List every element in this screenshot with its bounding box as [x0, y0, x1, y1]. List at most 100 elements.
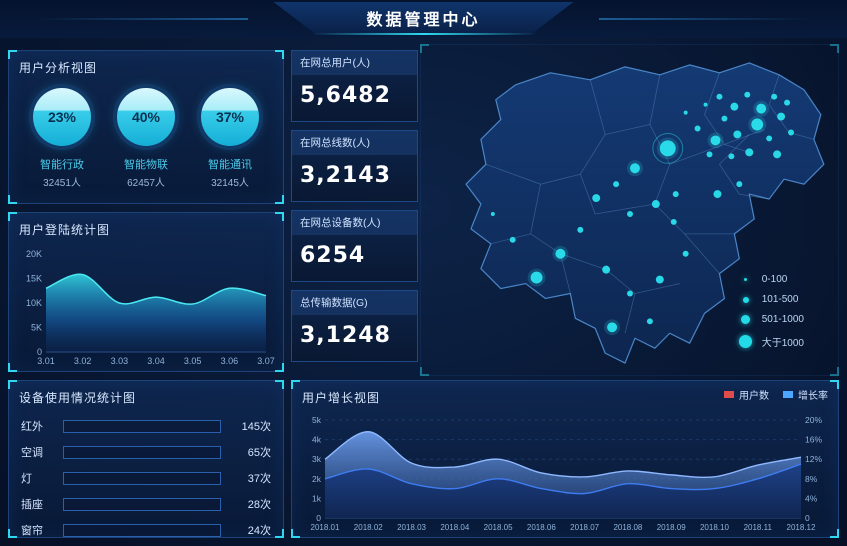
panel-device-usage: 设备使用情况统计图 红外 145次 空调 65次 灯 37次 插座 28次	[8, 380, 284, 538]
header-underline	[310, 33, 537, 35]
map-legend-item: 0-100	[739, 274, 804, 285]
panel-title-login-stats: 用户登陆统计图	[19, 223, 111, 237]
legend-label: 增长率	[798, 391, 828, 402]
corner-accent	[275, 195, 284, 204]
panel-user-growth: 用户增长视图 用户数 增长率	[291, 380, 839, 538]
stat-card-total-devices: 在网总设备数(人) 6254	[291, 210, 418, 282]
legend-dot-box	[739, 335, 753, 348]
bubble-size-icon	[741, 315, 751, 324]
gauge-percent: 37%	[215, 109, 245, 125]
map-scatter-points	[490, 91, 795, 336]
svg-text:2018.04: 2018.04	[440, 523, 469, 532]
header-banner: 数据管理中心	[273, 2, 574, 34]
svg-text:2018.05: 2018.05	[484, 523, 513, 532]
gauge-percent: 40%	[131, 109, 161, 125]
stat-value: 6254	[300, 243, 366, 268]
svg-text:3.06: 3.06	[221, 356, 239, 366]
svg-text:15K: 15K	[26, 274, 42, 284]
panel-login-stats: 用户登陆统计图 0 5K 10K 15K 20K 3.01 3.02 3.03 3.04 3.05…	[8, 212, 284, 372]
svg-text:3.02: 3.02	[74, 356, 92, 366]
header-accent-line-left	[38, 18, 248, 20]
bar-label: 插座	[21, 499, 43, 511]
bubble-size-icon	[742, 296, 749, 303]
map-legend-item: 大于1000	[739, 334, 804, 349]
legend-item-users[interactable]: 用户数	[724, 387, 769, 402]
header: 数据管理中心	[0, 0, 847, 38]
map-outline	[465, 62, 825, 364]
legend-dot-box	[739, 315, 753, 324]
growth-area-chart: 0 1k 2k 3k 4k 5k 0 4% 8% 12% 16% 20% 2018.01 2018.02 2…	[311, 415, 823, 532]
bar-value: 145次	[241, 421, 271, 433]
panel-title-user-analysis: 用户分析视图	[19, 61, 98, 75]
legend-dot-box	[739, 296, 753, 303]
stat-label: 在网总用户(人)	[292, 51, 417, 75]
legend-dot-box	[739, 278, 753, 281]
gauge-smart-comm: 37% 智能通讯 32145人	[193, 88, 267, 189]
panel-title-user-growth: 用户增长视图	[302, 391, 381, 405]
bar-row-aircon: 空调 65次	[21, 444, 271, 460]
svg-text:16%: 16%	[805, 435, 822, 445]
legend-label: 101-500	[761, 294, 799, 305]
bar-track	[63, 497, 221, 511]
bar-track	[63, 471, 221, 485]
legend-label: 大于1000	[761, 338, 804, 349]
svg-text:4%: 4%	[805, 493, 818, 503]
corner-accent	[8, 195, 17, 204]
gauge-smart-admin: 23% 智能行政 32451人	[25, 88, 99, 189]
svg-text:2018.08: 2018.08	[613, 523, 642, 532]
map-legend: 0-100 101-500 501-1000 大于1000	[739, 274, 804, 349]
svg-text:1k: 1k	[312, 493, 322, 503]
gauge-label: 智能物联	[124, 159, 168, 171]
bar-label: 空调	[21, 447, 43, 459]
svg-text:20%: 20%	[805, 415, 822, 425]
map-svg	[465, 62, 825, 364]
bar-label: 窗帘	[21, 525, 43, 537]
svg-text:3.07: 3.07	[257, 356, 275, 366]
gauge-count: 32451人	[43, 178, 81, 189]
gauge-label: 智能行政	[40, 159, 84, 171]
device-bar-chart: 红外 145次 空调 65次 灯 37次 插座 28次 窗帘	[9, 408, 283, 538]
stat-value: 3,2143	[300, 163, 391, 188]
bar-row-light: 灯 37次	[21, 470, 271, 486]
bar-track	[63, 419, 221, 433]
region-map[interactable]: 0-100 101-500 501-1000 大于1000	[420, 44, 839, 376]
stat-label: 在网总设备数(人)	[292, 211, 417, 235]
map-legend-item: 101-500	[739, 294, 804, 305]
stat-label: 在网总线数(人)	[292, 131, 417, 155]
legend-label: 501-1000	[761, 314, 804, 325]
bar-row-infrared: 红外 145次	[21, 418, 271, 434]
svg-text:3.03: 3.03	[111, 356, 129, 366]
panel-title-device-usage: 设备使用情况统计图	[19, 391, 137, 405]
growth-header-row: 用户增长视图 用户数 增长率	[292, 381, 838, 408]
bar-track	[63, 445, 221, 459]
legend-chip-users	[724, 391, 734, 398]
bar-label: 红外	[21, 421, 43, 433]
panel-user-analysis: 用户分析视图 23% 智能行政 32451人 40% 智能物联 62457人 3…	[8, 50, 284, 204]
svg-text:0: 0	[805, 513, 810, 523]
svg-text:2018.01: 2018.01	[311, 523, 340, 532]
svg-text:20K: 20K	[26, 249, 42, 259]
corner-accent	[275, 363, 284, 372]
svg-text:8%: 8%	[805, 474, 818, 484]
svg-text:2018.02: 2018.02	[354, 523, 383, 532]
bar-value: 28次	[247, 499, 271, 511]
map-legend-item: 501-1000	[739, 314, 804, 325]
stat-label: 总传输数据(G)	[292, 291, 417, 315]
svg-text:3.01: 3.01	[37, 356, 55, 366]
bar-row-curtain: 窗帘 24次	[21, 522, 271, 538]
bar-label: 灯	[21, 473, 32, 485]
stat-value: 5,6482	[300, 83, 391, 108]
gauge-smart-iot: 40% 智能物联 62457人	[109, 88, 183, 189]
svg-text:12%: 12%	[805, 454, 822, 464]
legend-item-growth-rate[interactable]: 增长率	[783, 387, 828, 402]
gauge-group: 23% 智能行政 32451人 40% 智能物联 62457人 37% 智能通讯…	[9, 78, 283, 189]
legend-chip-growth-rate	[783, 391, 793, 398]
gauge-label: 智能通讯	[208, 159, 252, 171]
page-title: 数据管理中心	[366, 12, 481, 29]
bar-value: 24次	[247, 525, 271, 537]
growth-legend: 用户数 增长率	[724, 387, 828, 402]
svg-text:2018.09: 2018.09	[657, 523, 686, 532]
gauge-circle: 40%	[117, 88, 175, 146]
bar-value: 65次	[247, 447, 271, 459]
svg-text:4k: 4k	[312, 435, 322, 445]
